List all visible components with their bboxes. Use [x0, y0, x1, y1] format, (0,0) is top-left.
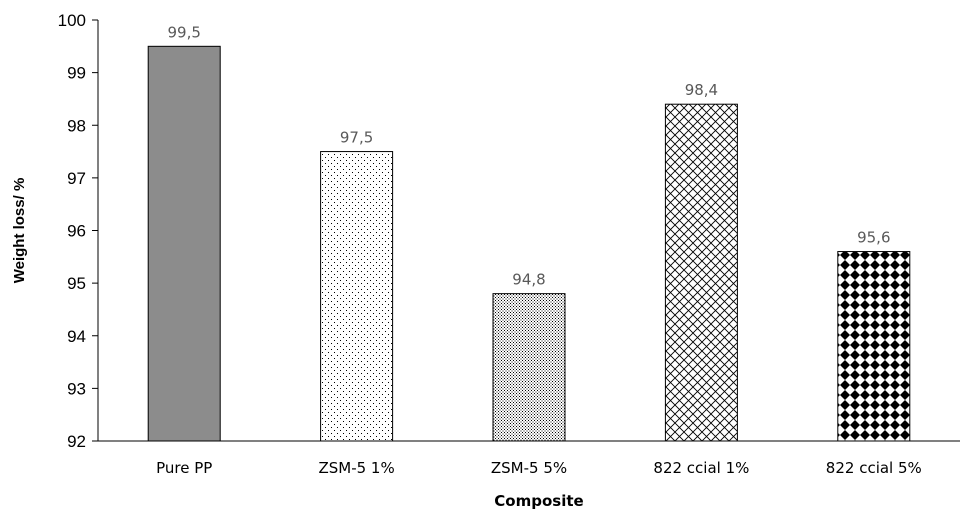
- y-tick-label: 99: [67, 64, 86, 83]
- y-tick-label: 94: [67, 327, 86, 346]
- x-axis-title: Composite: [494, 492, 583, 510]
- data-label-5: 95,6: [857, 229, 890, 247]
- bar-1: [147, 45, 221, 442]
- bars: [147, 45, 911, 442]
- category-label-2: ZSM-5 1%: [318, 459, 394, 477]
- data-label-1: 99,5: [167, 23, 200, 41]
- bar-3: [492, 293, 566, 442]
- y-tick-label: 100: [58, 11, 86, 30]
- data-label-2: 97,5: [340, 129, 373, 147]
- bar-2: [320, 151, 394, 442]
- category-label-3: ZSM-5 5%: [491, 459, 567, 477]
- category-label-1: Pure PP: [156, 459, 212, 477]
- bar-5: [837, 251, 911, 442]
- category-label-4: 822 ccial 1%: [653, 459, 749, 477]
- data-labels: 99,5 97,5 94,8 98,4 95,6: [167, 23, 890, 288]
- bar-4: [664, 103, 738, 442]
- category-label-5: 822 ccial 5%: [826, 459, 922, 477]
- y-tick-label: 95: [67, 274, 86, 293]
- y-tick-label: 96: [67, 222, 86, 241]
- y-tick-label: 98: [67, 116, 86, 135]
- data-label-3: 94,8: [512, 271, 545, 289]
- y-tick-label: 93: [67, 379, 86, 398]
- y-axis-ticks: 92 93 94 95 96 97 98 99 100: [58, 11, 98, 451]
- y-axis-title: Weight loss/ %: [11, 178, 28, 284]
- category-labels: Pure PP ZSM-5 1% ZSM-5 5% 822 ccial 1% 822 c…: [156, 459, 922, 477]
- data-label-4: 98,4: [685, 81, 718, 99]
- y-tick-label: 92: [67, 432, 86, 451]
- y-tick-label: 97: [67, 169, 86, 188]
